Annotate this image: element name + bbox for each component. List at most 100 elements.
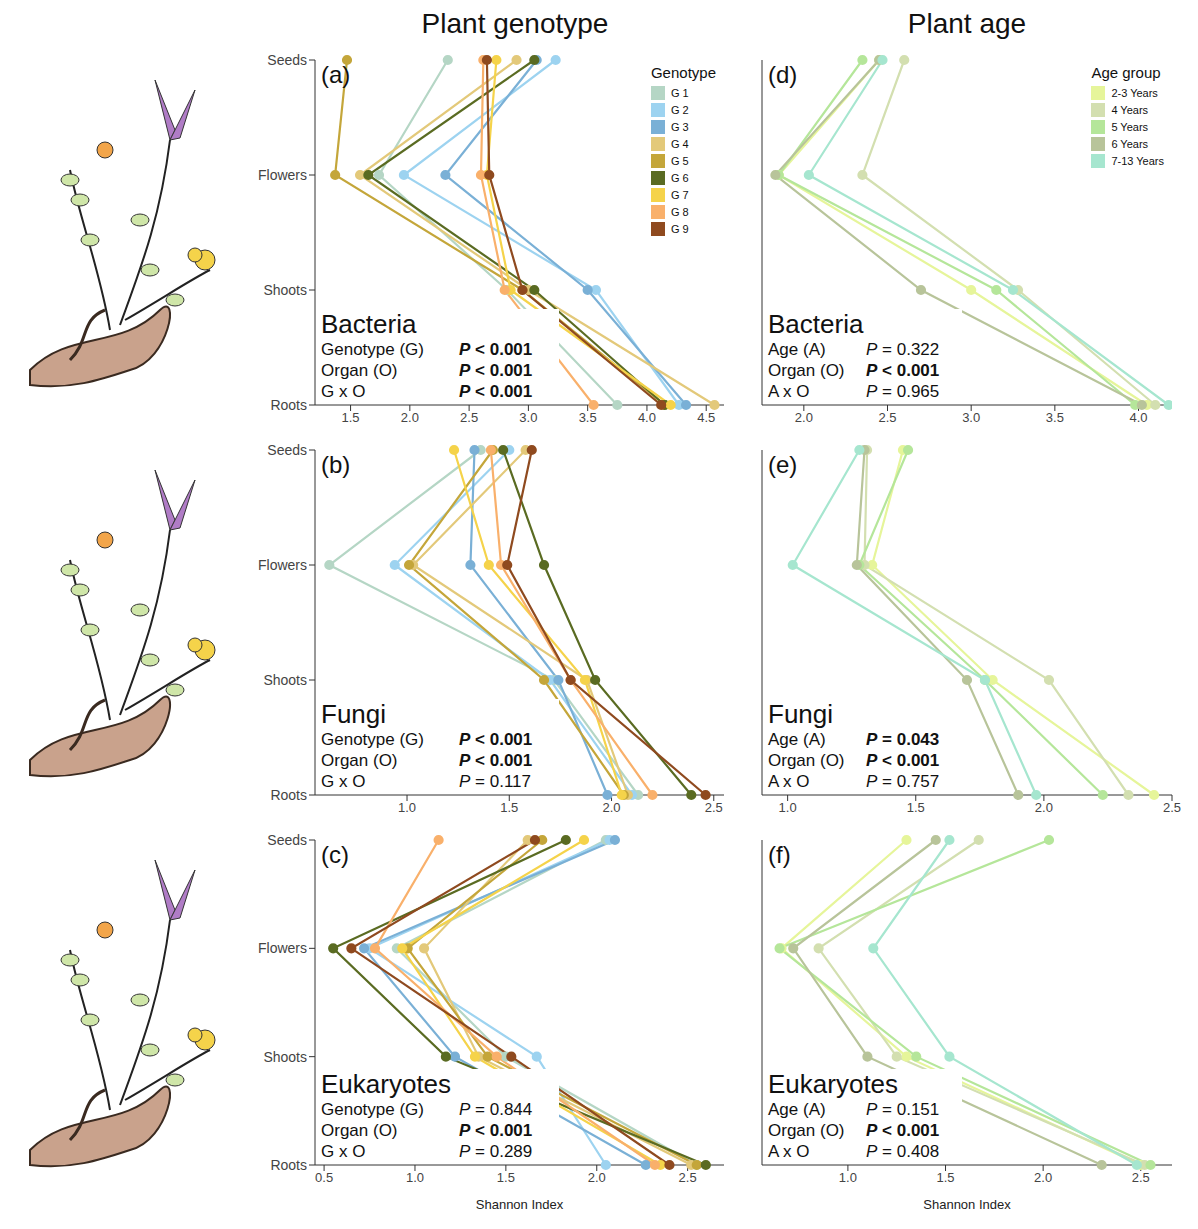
html-text:Plant age: Plant age	[907, 8, 1027, 39]
html-text:A x O: A x O	[768, 772, 810, 791]
html-text:G 3: G 3	[671, 120, 689, 133]
svg-text:4.0: 4.0	[638, 410, 656, 425]
svg-text:3.5: 3.5	[579, 410, 597, 425]
html-text:P = 0.151: P = 0.151	[866, 1100, 940, 1119]
html-text:(a): (a)	[321, 61, 351, 88]
svg-text:1.5: 1.5	[500, 800, 518, 815]
svg-text:4.5: 4.5	[697, 410, 715, 425]
svg-text:Shannon Index: Shannon Index	[923, 1197, 1011, 1212]
svg-text:2.5: 2.5	[1163, 800, 1181, 815]
html-text:Fungi: Fungi	[321, 699, 386, 729]
html-text:G 1: G 1	[671, 86, 689, 99]
svg-text:1.5: 1.5	[497, 1170, 515, 1185]
html-text:G x O: G x O	[321, 1142, 366, 1161]
html-text:P < 0.001: P < 0.001	[866, 361, 940, 380]
svg-text:1.0: 1.0	[398, 800, 416, 815]
svg-text:Seeds: Seeds	[267, 52, 307, 68]
svg-text:Seeds: Seeds	[267, 832, 307, 848]
svg-text:1.5: 1.5	[907, 800, 925, 815]
html-text:P < 0.001: P < 0.001	[459, 361, 533, 380]
html-text:Eukaryotes: Eukaryotes	[321, 1069, 452, 1099]
html-text:P = 0.757: P = 0.757	[866, 772, 940, 791]
html-text:Bacteria: Bacteria	[768, 309, 864, 339]
svg-text:2.5: 2.5	[878, 410, 896, 425]
svg-text:2.0: 2.0	[795, 410, 813, 425]
html-text:P = 0.289: P = 0.289	[459, 1142, 533, 1161]
svg-text:2.0: 2.0	[1035, 800, 1053, 815]
html-text:Organ (O): Organ (O)	[321, 361, 398, 380]
html-text:P = 0.965: P = 0.965	[866, 382, 940, 401]
svg-text:3.0: 3.0	[519, 410, 537, 425]
svg-text:1.5: 1.5	[342, 410, 360, 425]
svg-text:2.5: 2.5	[1132, 1170, 1150, 1185]
html-text:A x O: A x O	[768, 1142, 810, 1161]
html-text:P < 0.001: P < 0.001	[459, 730, 533, 749]
html-text:P = 0.043: P = 0.043	[866, 730, 940, 749]
html-text:P = 0.844: P = 0.844	[459, 1100, 533, 1119]
svg-text:1.0: 1.0	[406, 1170, 424, 1185]
svg-text:3.0: 3.0	[962, 410, 980, 425]
html-text:Age group: Age group	[1091, 64, 1161, 81]
svg-text:2.0: 2.0	[401, 410, 419, 425]
html-text:Plant genotype: Plant genotype	[421, 8, 609, 39]
svg-text:2.0: 2.0	[602, 800, 620, 815]
svg-text:Flowers: Flowers	[258, 557, 307, 573]
svg-text:1.0: 1.0	[839, 1170, 857, 1185]
svg-text:Roots: Roots	[270, 397, 307, 413]
svg-text:Shannon Index: Shannon Index	[476, 1197, 564, 1212]
svg-text:2.5: 2.5	[460, 410, 478, 425]
html-text:Bacteria: Bacteria	[321, 309, 417, 339]
html-text:Age (A): Age (A)	[768, 1100, 826, 1119]
html-text:P < 0.001: P < 0.001	[459, 751, 533, 770]
html-text:P = 0.408: P = 0.408	[866, 1142, 940, 1161]
html-text:(b): (b)	[321, 451, 351, 478]
html-text:Organ (O): Organ (O)	[768, 361, 845, 380]
svg-text:2.0: 2.0	[588, 1170, 606, 1185]
html-text:P = 0.322: P = 0.322	[866, 340, 940, 359]
html-text:Genotype (G): Genotype (G)	[321, 340, 424, 359]
html-text:Genotype (G): Genotype (G)	[321, 1100, 424, 1119]
html-text:(e): (e)	[768, 451, 798, 478]
svg-text:4.0: 4.0	[1129, 410, 1147, 425]
html-text:(f): (f)	[768, 841, 791, 868]
svg-text:0.5: 0.5	[315, 1170, 333, 1185]
html-text:G 5: G 5	[671, 154, 689, 167]
html-text:P < 0.001: P < 0.001	[866, 1121, 940, 1140]
svg-text:Roots: Roots	[270, 787, 307, 803]
html-text:A x O: A x O	[768, 382, 810, 401]
html-text:P < 0.001: P < 0.001	[459, 382, 533, 401]
svg-text:2.0: 2.0	[1034, 1170, 1052, 1185]
svg-text:1.0: 1.0	[779, 800, 797, 815]
html-text:P = 0.117: P = 0.117	[459, 772, 531, 791]
svg-text:Shoots: Shoots	[263, 282, 307, 298]
svg-text:Flowers: Flowers	[258, 167, 307, 183]
svg-text:Roots: Roots	[270, 1157, 307, 1173]
svg-text:Flowers: Flowers	[258, 940, 307, 956]
html-text:P < 0.001: P < 0.001	[866, 751, 940, 770]
svg-text:1.5: 1.5	[936, 1170, 954, 1185]
html-text:Eukaryotes: Eukaryotes	[768, 1069, 899, 1099]
html-text:G x O: G x O	[321, 772, 366, 791]
html-text:G x O: G x O	[321, 382, 366, 401]
html-text:Genotype: Genotype	[651, 64, 716, 81]
html-text:Organ (O): Organ (O)	[768, 1121, 845, 1140]
html-text:Organ (O): Organ (O)	[768, 751, 845, 770]
svg-text:2.5: 2.5	[679, 1170, 697, 1185]
svg-text:2.5: 2.5	[705, 800, 723, 815]
html-text:Organ (O): Organ (O)	[321, 1121, 398, 1140]
html-text:Age (A): Age (A)	[768, 340, 826, 359]
html-text:(c): (c)	[321, 841, 349, 868]
html-text:Organ (O): Organ (O)	[321, 751, 398, 770]
html-text:G 2: G 2	[671, 103, 689, 116]
html-text:G 4: G 4	[671, 137, 689, 150]
html-text:Age (A): Age (A)	[768, 730, 826, 749]
html-text:P < 0.001: P < 0.001	[459, 1121, 533, 1140]
html-text:(d): (d)	[768, 61, 798, 88]
svg-text:Shoots: Shoots	[263, 1049, 307, 1065]
html-text:Fungi: Fungi	[768, 699, 833, 729]
html-text:P < 0.001: P < 0.001	[459, 340, 533, 359]
svg-text:3.5: 3.5	[1046, 410, 1064, 425]
svg-text:Seeds: Seeds	[267, 442, 307, 458]
svg-text:Shoots: Shoots	[263, 672, 307, 688]
html-text:Genotype (G): Genotype (G)	[321, 730, 424, 749]
